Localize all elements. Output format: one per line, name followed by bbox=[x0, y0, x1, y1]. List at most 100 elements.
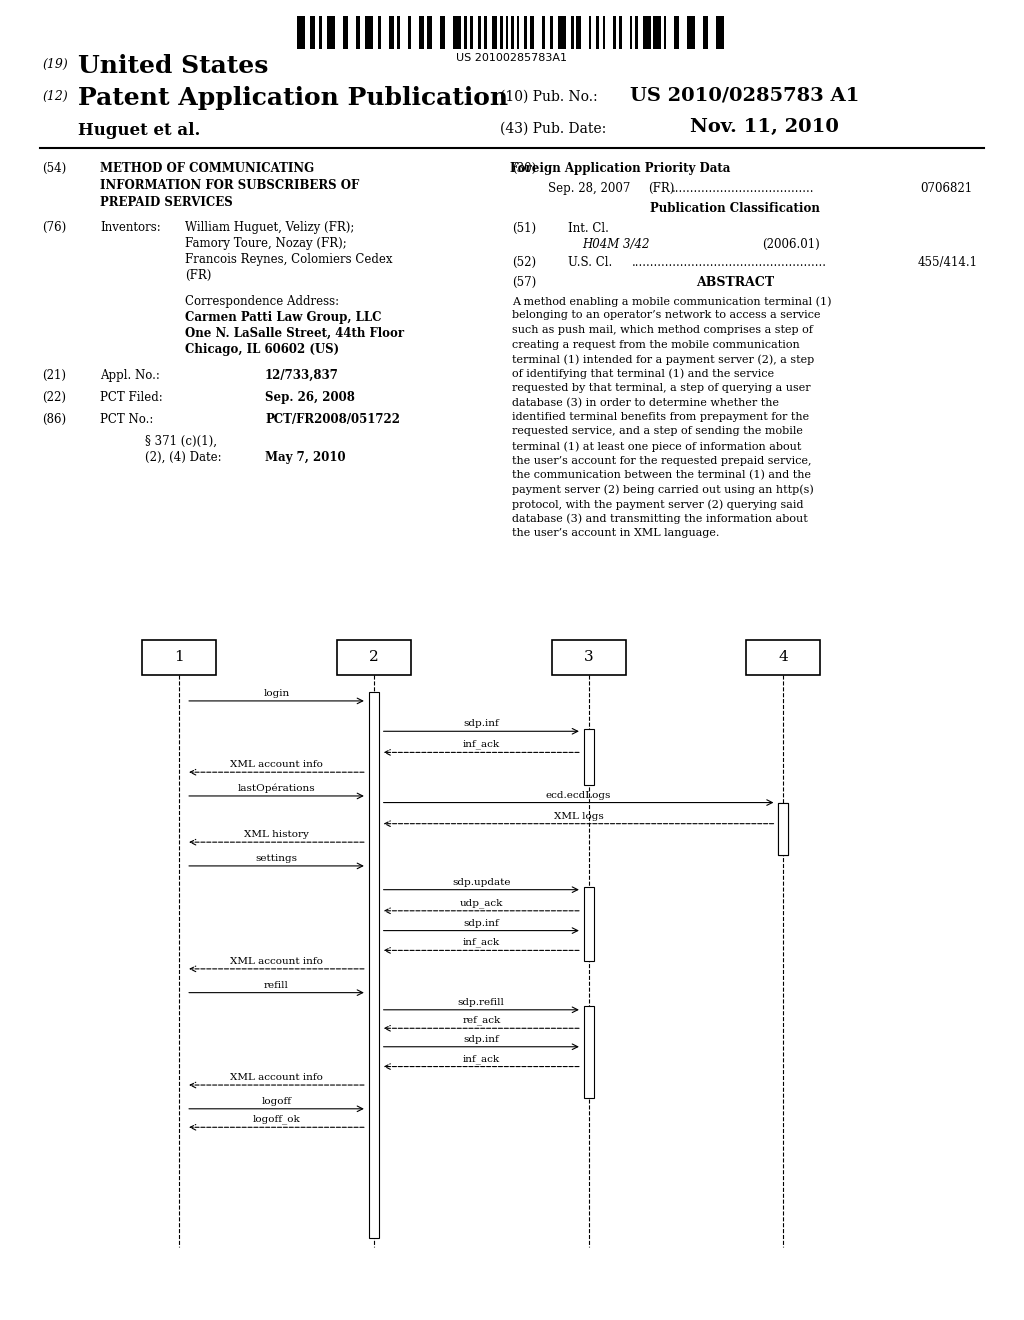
Bar bbox=[687, 16, 695, 49]
Bar bbox=[630, 16, 633, 49]
Text: PREPAID SERVICES: PREPAID SERVICES bbox=[100, 195, 232, 209]
Text: A method enabling a mobile communication terminal (1): A method enabling a mobile communication… bbox=[512, 296, 831, 306]
Bar bbox=[778, 803, 788, 855]
Bar bbox=[319, 16, 322, 49]
Bar bbox=[702, 16, 708, 49]
Text: logoff: logoff bbox=[261, 1097, 292, 1106]
Text: 12/733,837: 12/733,837 bbox=[265, 370, 339, 381]
Text: Patent Application Publication: Patent Application Publication bbox=[78, 86, 508, 110]
Bar bbox=[550, 16, 553, 49]
Bar bbox=[653, 16, 662, 49]
Text: Foreign Application Priority Data: Foreign Application Priority Data bbox=[510, 162, 730, 176]
Bar bbox=[511, 16, 514, 49]
Text: database (3) in order to determine whether the: database (3) in order to determine wheth… bbox=[512, 397, 779, 408]
Text: (52): (52) bbox=[512, 256, 537, 269]
Text: udp_ack: udp_ack bbox=[460, 898, 503, 908]
Text: login: login bbox=[263, 689, 290, 698]
Text: such as push mail, which method comprises a step of: such as push mail, which method comprise… bbox=[512, 325, 813, 335]
Bar bbox=[492, 16, 497, 49]
Text: (FR): (FR) bbox=[648, 182, 675, 195]
Text: protocol, with the payment server (2) querying said: protocol, with the payment server (2) qu… bbox=[512, 499, 804, 510]
Text: ......................................: ...................................... bbox=[672, 182, 814, 195]
Text: INFORMATION FOR SUBSCRIBERS OF: INFORMATION FOR SUBSCRIBERS OF bbox=[100, 180, 359, 191]
Bar bbox=[716, 16, 724, 49]
Text: payment server (2) being carried out using an http(s): payment server (2) being carried out usi… bbox=[512, 484, 814, 495]
Text: the user’s account for the requested prepaid service,: the user’s account for the requested pre… bbox=[512, 455, 811, 466]
Text: terminal (1) intended for a payment server (2), a step: terminal (1) intended for a payment serv… bbox=[512, 354, 814, 364]
Text: Inventors:: Inventors: bbox=[100, 220, 161, 234]
Text: (19): (19) bbox=[42, 58, 68, 71]
Text: (57): (57) bbox=[512, 276, 537, 289]
Text: 2: 2 bbox=[369, 651, 379, 664]
Text: Chicago, IL 60602 (US): Chicago, IL 60602 (US) bbox=[185, 343, 339, 356]
Text: (FR): (FR) bbox=[185, 269, 211, 282]
Text: inf_ack: inf_ack bbox=[463, 739, 500, 750]
Text: (76): (76) bbox=[42, 220, 67, 234]
Text: 1: 1 bbox=[174, 651, 184, 664]
Text: inf_ack: inf_ack bbox=[463, 937, 500, 948]
Text: Nov. 11, 2010: Nov. 11, 2010 bbox=[690, 117, 839, 136]
Text: US 2010/0285783 A1: US 2010/0285783 A1 bbox=[630, 86, 859, 104]
Text: (54): (54) bbox=[42, 162, 67, 176]
Text: inf_ack: inf_ack bbox=[463, 1053, 500, 1064]
Text: Sep. 28, 2007: Sep. 28, 2007 bbox=[548, 182, 631, 195]
Bar bbox=[584, 729, 594, 785]
Bar bbox=[427, 16, 432, 49]
Bar bbox=[327, 16, 335, 49]
Text: ref_ack: ref_ack bbox=[462, 1015, 501, 1026]
Bar bbox=[378, 16, 381, 49]
Text: the user’s account in XML language.: the user’s account in XML language. bbox=[512, 528, 720, 539]
Text: U.S. Cl.: U.S. Cl. bbox=[568, 256, 612, 269]
Text: sdp.inf: sdp.inf bbox=[464, 919, 499, 928]
Bar bbox=[142, 640, 216, 675]
Bar bbox=[409, 16, 411, 49]
Text: ....................................................: ........................................… bbox=[632, 256, 827, 269]
Text: of identifying that terminal (1) and the service: of identifying that terminal (1) and the… bbox=[512, 368, 774, 379]
Bar bbox=[577, 16, 581, 49]
Bar bbox=[643, 16, 651, 49]
Text: 455/414.1: 455/414.1 bbox=[918, 256, 978, 269]
Bar bbox=[635, 16, 638, 49]
Bar bbox=[530, 16, 534, 49]
Text: Correspondence Address:: Correspondence Address: bbox=[185, 294, 339, 308]
Text: XML logs: XML logs bbox=[554, 812, 603, 821]
Text: lastOpérations: lastOpérations bbox=[238, 784, 315, 793]
Text: METHOD OF COMMUNICATING: METHOD OF COMMUNICATING bbox=[100, 162, 314, 176]
Text: requested by that terminal, a step of querying a user: requested by that terminal, a step of qu… bbox=[512, 383, 811, 393]
Text: 4: 4 bbox=[778, 651, 788, 664]
Bar bbox=[337, 640, 411, 675]
Bar bbox=[746, 640, 820, 675]
Text: requested service, and a step of sending the mobile: requested service, and a step of sending… bbox=[512, 426, 803, 437]
Text: ABSTRACT: ABSTRACT bbox=[696, 276, 774, 289]
Bar bbox=[478, 16, 480, 49]
Text: (43) Pub. Date:: (43) Pub. Date: bbox=[500, 121, 606, 136]
Bar bbox=[524, 16, 527, 49]
Text: PCT No.:: PCT No.: bbox=[100, 413, 154, 426]
Text: sdp.inf: sdp.inf bbox=[464, 719, 499, 729]
Text: XML account info: XML account info bbox=[230, 957, 323, 966]
Bar bbox=[470, 16, 473, 49]
Text: ecd.ecdLogs: ecd.ecdLogs bbox=[546, 791, 611, 800]
Text: creating a request from the mobile communication: creating a request from the mobile commu… bbox=[512, 339, 800, 350]
Bar bbox=[355, 16, 360, 49]
Text: Publication Classification: Publication Classification bbox=[650, 202, 820, 215]
Bar bbox=[664, 16, 666, 49]
Bar bbox=[618, 16, 622, 49]
Text: US 20100285783A1: US 20100285783A1 bbox=[457, 53, 567, 63]
Bar bbox=[674, 16, 679, 49]
Bar bbox=[369, 692, 379, 1238]
Text: XML history: XML history bbox=[244, 830, 309, 840]
Bar bbox=[453, 16, 461, 49]
Text: 0706821: 0706821 bbox=[920, 182, 972, 195]
Text: § 371 (c)(1),: § 371 (c)(1), bbox=[145, 436, 217, 447]
Text: identified terminal benefits from prepayment for the: identified terminal benefits from prepay… bbox=[512, 412, 809, 422]
Bar bbox=[613, 16, 616, 49]
Text: Famory Toure, Nozay (FR);: Famory Toure, Nozay (FR); bbox=[185, 238, 347, 249]
Bar bbox=[389, 16, 394, 49]
Bar bbox=[310, 16, 314, 49]
Bar bbox=[419, 16, 424, 49]
Bar bbox=[517, 16, 519, 49]
Bar bbox=[570, 16, 573, 49]
Bar bbox=[584, 887, 594, 961]
Text: (2), (4) Date:: (2), (4) Date: bbox=[145, 451, 221, 465]
